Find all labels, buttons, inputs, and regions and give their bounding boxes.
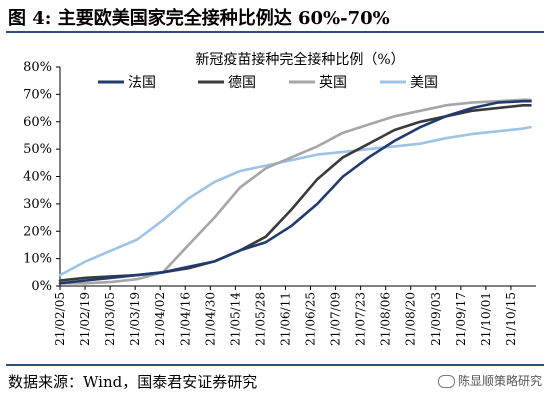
x-tick-label: 21/06/25 (304, 292, 318, 346)
figure-title: 图 4: 主要欧美国家完全接种比例达 60%-70% (8, 8, 390, 29)
chart-title: 新冠疫苗接种完全接种比例（%） (195, 51, 404, 68)
legend-label: 美国 (410, 75, 438, 91)
legend-label: 德国 (228, 75, 256, 91)
x-tick-label: 21/08/20 (404, 292, 418, 346)
bottom-rule (6, 364, 544, 366)
top-rule (6, 31, 544, 33)
x-tick-label: 21/04/16 (178, 292, 192, 346)
x-tick-label: 21/04/30 (203, 292, 217, 346)
wechat-icon (437, 375, 455, 388)
y-tick-label: 20% (23, 224, 52, 239)
series-lines (58, 98, 532, 285)
x-tick-label: 21/02/05 (53, 292, 67, 346)
x-tick-label: 21/05/14 (228, 292, 242, 346)
legend-label: 英国 (319, 74, 347, 91)
x-tick-label: 21/03/19 (128, 292, 142, 346)
series-line-2 (58, 104, 532, 282)
series-line-1 (58, 99, 532, 285)
legend-label: 法国 (128, 75, 156, 91)
x-tick-label: 21/03/05 (103, 292, 117, 346)
x-tick-label: 21/09/17 (454, 292, 468, 346)
y-tick-label: 10% (23, 252, 52, 267)
y-tick-label: 30% (23, 197, 52, 212)
series-line-4 (58, 125, 532, 277)
y-tick-label: 80% (23, 60, 52, 75)
x-tick-label: 21/08/06 (379, 292, 393, 346)
y-tick-label: 40% (23, 170, 52, 185)
y-tick-label: 70% (23, 87, 52, 102)
y-tick-label: 50% (23, 142, 52, 157)
x-tick-label: 21/04/02 (153, 292, 167, 346)
x-tick-label: 21/10/15 (504, 292, 518, 346)
x-tick-label: 21/02/19 (78, 292, 92, 346)
x-tick-label: 21/06/11 (278, 292, 292, 346)
watermark-text: 陈显顺策略研究 (457, 374, 542, 388)
x-tick-label: 21/07/09 (329, 292, 343, 346)
x-tick-label: 21/10/01 (479, 292, 493, 346)
x-tick-label: 21/07/23 (354, 292, 368, 346)
source-note: 数据来源：Wind，国泰君安证券研究 (8, 373, 258, 391)
watermark: 陈显顺策略研究 (437, 372, 542, 389)
axes: 0% 10% 20% 30% 40% 50% 60% 70% 80% 21/02/05 21/02/… (23, 60, 536, 346)
y-tick-label: 60% (23, 115, 52, 130)
x-tick-label: 21/09/03 (429, 292, 443, 346)
y-tick-label: 0% (31, 279, 52, 294)
series-line-3 (58, 98, 532, 285)
legend: 法国 德国 英国 美国 (98, 74, 438, 91)
x-tick-label: 21/05/28 (253, 292, 267, 346)
